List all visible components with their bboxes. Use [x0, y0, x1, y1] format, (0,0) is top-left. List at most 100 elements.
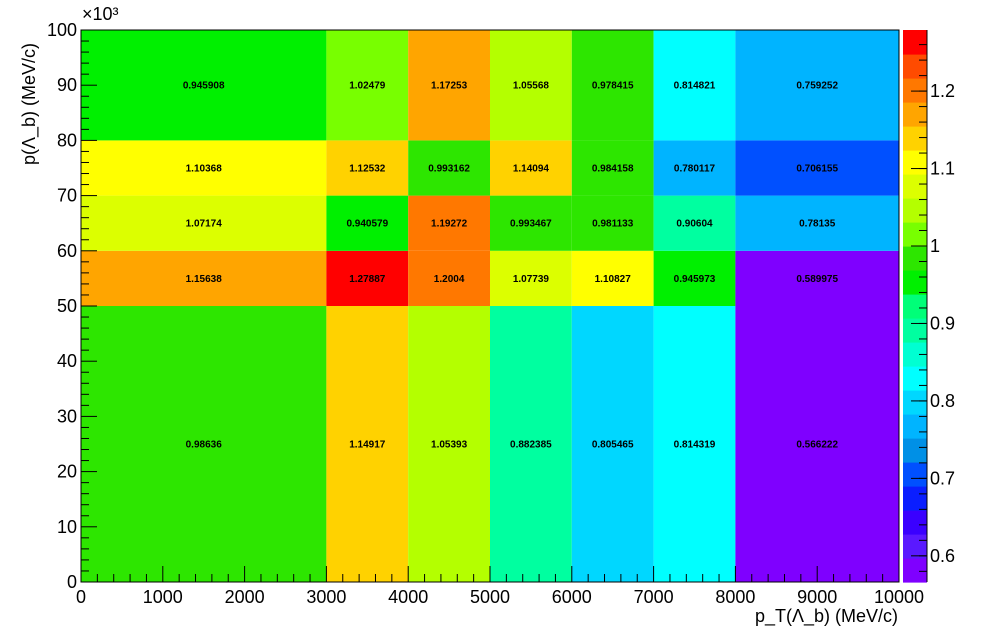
cell-value-label: 1.17253 — [431, 81, 468, 92]
heatmap-cell — [81, 30, 327, 141]
cell-value-label: 1.14917 — [349, 440, 386, 451]
cell-value-label: 0.90604 — [676, 219, 713, 230]
heatmap-cell — [408, 195, 490, 251]
x-tick-label: 7000 — [634, 587, 674, 607]
cell-value-label: 0.940579 — [346, 219, 388, 230]
cell-value-label: 0.993162 — [428, 164, 470, 175]
y-tick-label: 60 — [57, 241, 77, 261]
heatmap-cell — [408, 30, 490, 141]
heatmap-cell — [735, 306, 899, 582]
color-palette-axis: 0.6 0.7 0.8 0.9 1 1.1 1.2 — [911, 30, 955, 582]
cell-value-label: 1.05568 — [513, 81, 550, 92]
heatmap-cell — [326, 306, 409, 582]
cell-value-label: 0.945973 — [674, 274, 716, 285]
cell-value-label: 0.984158 — [592, 164, 634, 175]
y-tick-label: 80 — [57, 130, 77, 150]
palette-swatch — [903, 246, 927, 271]
cell-value-label: 0.589975 — [796, 274, 838, 285]
heatmap-cell — [653, 250, 736, 306]
heatmap-cell — [326, 250, 409, 306]
cell-value-label: 1.15638 — [186, 274, 223, 285]
color-palette — [903, 30, 927, 583]
plot-axes: 0 1000 2000 3000 4000 5000 6000 7000 8000 9000 100… — [47, 20, 924, 607]
y-tick-label: 70 — [57, 186, 77, 206]
heatmap-cell — [653, 306, 736, 582]
palette-tick-label: 1 — [930, 236, 940, 256]
y-axis-title: p(Λ_b) (MeV/c) — [19, 43, 40, 165]
palette-swatch — [903, 222, 927, 247]
x-tick-label: 2000 — [225, 587, 265, 607]
cell-value-label: 0.566222 — [796, 440, 838, 451]
palette-swatch — [903, 486, 927, 511]
palette-swatch — [903, 294, 927, 319]
cell-value-label: 0.981133 — [592, 219, 634, 230]
palette-tick-label: 0.6 — [930, 546, 955, 566]
heatmap-cell — [653, 30, 736, 141]
heatmap-cell — [326, 195, 409, 251]
x-tick-label: 8000 — [715, 587, 755, 607]
cell-value-label: 1.02479 — [349, 81, 386, 92]
heatmap-cell — [571, 250, 654, 306]
heatmap-cell — [490, 306, 572, 582]
cell-value-label: 1.2004 — [434, 274, 465, 285]
x-tick-label: 4000 — [388, 587, 428, 607]
x-tick-label: 6000 — [552, 587, 592, 607]
heatmap-cell — [735, 140, 899, 196]
palette-swatch — [903, 414, 927, 439]
heatmap-cell — [490, 195, 572, 251]
palette-swatch — [903, 390, 927, 415]
palette-tick-label: 1.2 — [930, 81, 955, 101]
cell-value-label: 0.945908 — [183, 81, 225, 92]
heatmap-cell — [81, 195, 327, 251]
x-tick-label: 3000 — [306, 587, 346, 607]
palette-swatch — [903, 78, 927, 103]
heatmap-cell — [408, 140, 490, 196]
cell-value-label: 1.10827 — [595, 274, 632, 285]
heatmap-cell — [571, 306, 654, 582]
palette-tick-label: 1.1 — [930, 159, 955, 179]
y-tick-label: 20 — [57, 462, 77, 482]
palette-swatch — [903, 54, 927, 79]
cell-value-label: 0.706155 — [796, 164, 838, 175]
heatmap-cell — [81, 140, 327, 196]
x-tick-label: 10000 — [874, 587, 924, 607]
cell-value-label: 0.780117 — [674, 164, 716, 175]
palette-swatch — [903, 558, 927, 583]
heatmap-cell — [571, 195, 654, 251]
palette-swatch — [903, 462, 927, 487]
y-tick-label: 10 — [57, 517, 77, 537]
cell-value-label: 0.882385 — [510, 440, 552, 451]
x-axis-title: p_T(Λ_b) (MeV/c) — [755, 606, 898, 627]
heatmap-cell — [735, 250, 899, 306]
y-tick-label: 100 — [47, 20, 77, 40]
heatmap-cell — [653, 140, 736, 196]
heatmap-cell — [653, 195, 736, 251]
heatmap-cell — [735, 30, 899, 141]
cell-value-label: 1.19272 — [431, 219, 468, 230]
palette-swatch — [903, 510, 927, 535]
palette-tick-label: 0.8 — [930, 391, 955, 411]
y-tick-label: 90 — [57, 75, 77, 95]
cell-value-labels: 0.98636 1.14917 1.05393 0.882385 0.805465 0.8… — [183, 81, 839, 451]
heatmap-cell — [735, 195, 899, 251]
x-tick-label: 0 — [76, 587, 86, 607]
palette-swatch — [903, 534, 927, 559]
heatmap-cell — [81, 250, 327, 306]
cell-value-label: 0.759252 — [796, 81, 838, 92]
palette-swatch — [903, 150, 927, 175]
cell-value-label: 0.98636 — [186, 440, 223, 451]
cell-value-label: 0.78135 — [799, 219, 836, 230]
x-tick-label: 5000 — [470, 587, 510, 607]
heatmap-cell — [490, 140, 572, 196]
cell-value-label: 0.978415 — [592, 81, 634, 92]
cell-value-label: 1.05393 — [431, 440, 468, 451]
heatmap-cell — [408, 250, 490, 306]
heatmap-cell — [571, 30, 654, 141]
cell-value-label: 1.12532 — [349, 164, 386, 175]
palette-swatch — [903, 174, 927, 199]
heatmap-cell — [326, 140, 409, 196]
heatmap-cell — [571, 140, 654, 196]
palette-tick-label: 0.9 — [930, 313, 955, 333]
cell-value-label: 0.993467 — [510, 219, 552, 230]
